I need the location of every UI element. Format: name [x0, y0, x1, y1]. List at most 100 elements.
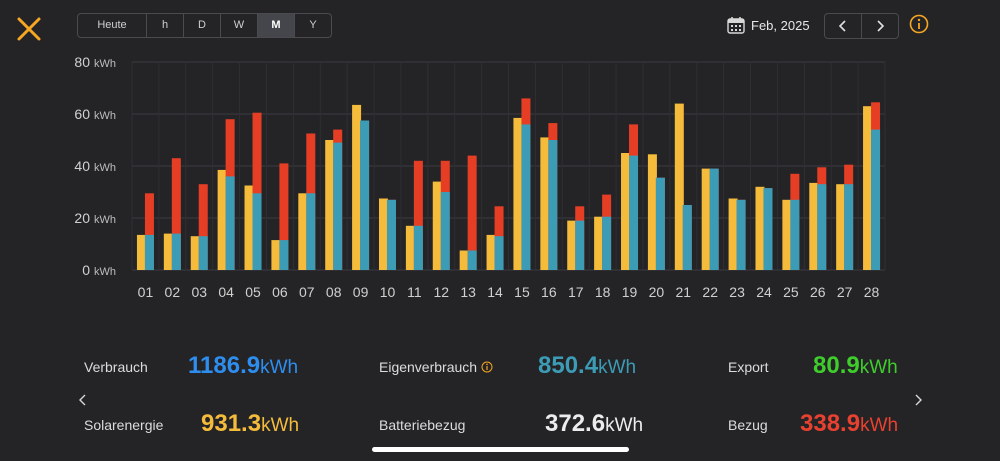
bar-solar	[378, 198, 388, 270]
x-tick-label: 20	[649, 284, 665, 300]
period-tab-day[interactable]: D	[184, 14, 221, 37]
previous-stats-button[interactable]	[76, 392, 90, 408]
bar-solar	[836, 184, 846, 270]
close-button[interactable]	[14, 14, 44, 44]
period-selector: Heute h D W M Y	[77, 13, 332, 38]
bar-bezug	[144, 193, 154, 270]
bar-solar	[298, 193, 308, 270]
bar-solar	[513, 117, 523, 271]
bar-verbrauch	[521, 124, 531, 271]
y-tick-unit: kWh	[94, 110, 116, 122]
bar-verbrauch	[386, 199, 396, 270]
x-tick-label: 03	[191, 284, 207, 300]
bar-solar	[647, 154, 657, 270]
export-label: Export	[728, 359, 769, 375]
y-tick-unit: kWh	[94, 266, 116, 278]
bar-solar	[782, 199, 792, 270]
y-tick-label: 20	[74, 210, 90, 226]
bar-verbrauch	[360, 120, 370, 270]
y-tick-label: 60	[74, 106, 90, 122]
bar-verbrauch	[494, 236, 504, 270]
bar-bezug	[198, 184, 208, 270]
y-tick-unit: kWh	[94, 214, 116, 226]
bar-solar	[163, 233, 173, 270]
bar-solar	[352, 104, 362, 271]
bar-solar	[674, 103, 684, 270]
bar-solar	[809, 182, 819, 270]
period-tab-heute[interactable]: Heute	[78, 14, 147, 37]
y-tick-label: 0	[82, 262, 90, 278]
calendar-icon	[727, 17, 745, 34]
info-button[interactable]	[909, 14, 929, 34]
x-tick-label: 05	[245, 284, 261, 300]
y-tick-unit: kWh	[94, 58, 116, 70]
bar-verbrauch	[682, 205, 692, 270]
x-tick-label: 06	[272, 284, 288, 300]
bar-verbrauch	[655, 177, 665, 270]
info-icon[interactable]	[481, 361, 493, 373]
bar-verbrauch	[467, 250, 477, 270]
bar-verbrauch	[279, 240, 289, 270]
x-tick-label: 11	[407, 284, 422, 300]
bar-solar	[755, 186, 765, 270]
x-tick-label: 13	[460, 284, 476, 300]
y-tick-unit: kWh	[94, 162, 116, 174]
bar-solar	[136, 234, 146, 270]
x-tick-label: 27	[837, 284, 853, 300]
x-tick-label: 25	[783, 284, 799, 300]
bar-bezug	[279, 163, 289, 270]
x-tick-label: 26	[810, 284, 826, 300]
period-tab-month[interactable]: M	[258, 14, 295, 37]
bar-solar	[190, 236, 200, 270]
x-tick-label: 16	[541, 284, 557, 300]
chevron-right-icon	[877, 20, 885, 32]
bar-verbrauch	[440, 192, 450, 270]
bezug-unit: kWh	[860, 415, 899, 436]
bar-solar	[567, 220, 577, 270]
bar-verbrauch	[844, 184, 854, 270]
chevron-right-icon	[915, 394, 922, 406]
bar-solar	[244, 185, 254, 270]
previous-period-button[interactable]	[825, 14, 862, 38]
bar-verbrauch	[413, 225, 423, 270]
solarenergie-value: 931.3kWh	[201, 410, 299, 438]
chevron-left-icon	[79, 394, 86, 406]
bar-verbrauch	[252, 193, 262, 270]
bar-verbrauch	[736, 199, 746, 270]
verbrauch-value: 1186.9kWh	[188, 352, 298, 380]
period-tab-year[interactable]: Y	[309, 19, 317, 31]
bar-verbrauch	[709, 168, 719, 270]
solarenergie-unit: kWh	[261, 415, 300, 436]
bar-solar	[405, 225, 415, 270]
x-tick-label: 24	[756, 284, 772, 300]
eigenverbrauch-number: 850.4	[538, 352, 599, 379]
chevron-left-icon	[838, 20, 846, 32]
bar-solar	[540, 137, 550, 270]
x-tick-label: 28	[864, 284, 880, 300]
info-icon	[909, 14, 929, 34]
period-tab-hour[interactable]: h	[147, 14, 184, 37]
bar-verbrauch	[333, 142, 343, 270]
eigenverbrauch-value: 850.4kWh	[538, 352, 636, 380]
bar-solar	[271, 240, 281, 270]
verbrauch-label: Verbrauch	[84, 359, 148, 375]
eigenverbrauch-label: Eigenverbrauch	[379, 359, 478, 375]
export-number: 80.9	[813, 352, 860, 379]
bar-verbrauch	[171, 233, 181, 270]
x-tick-label: 18	[595, 284, 611, 300]
bar-solar	[217, 169, 227, 270]
next-stats-button[interactable]	[911, 392, 925, 408]
period-tab-week[interactable]: W	[221, 14, 258, 37]
date-label: Feb, 2025	[751, 17, 810, 33]
batteriebezug-value: 372.6kWh	[545, 410, 643, 438]
date-picker[interactable]: Feb, 2025	[727, 14, 810, 36]
next-period-button[interactable]	[862, 14, 898, 38]
x-tick-label: 02	[165, 284, 181, 300]
home-indicator[interactable]	[372, 447, 629, 452]
bar-bezug	[252, 112, 262, 270]
bar-verbrauch	[225, 176, 235, 270]
x-tick-label: 07	[299, 284, 315, 300]
bar-verbrauch	[144, 234, 154, 270]
export-unit: kWh	[859, 357, 898, 378]
x-tick-label: 08	[326, 284, 342, 300]
